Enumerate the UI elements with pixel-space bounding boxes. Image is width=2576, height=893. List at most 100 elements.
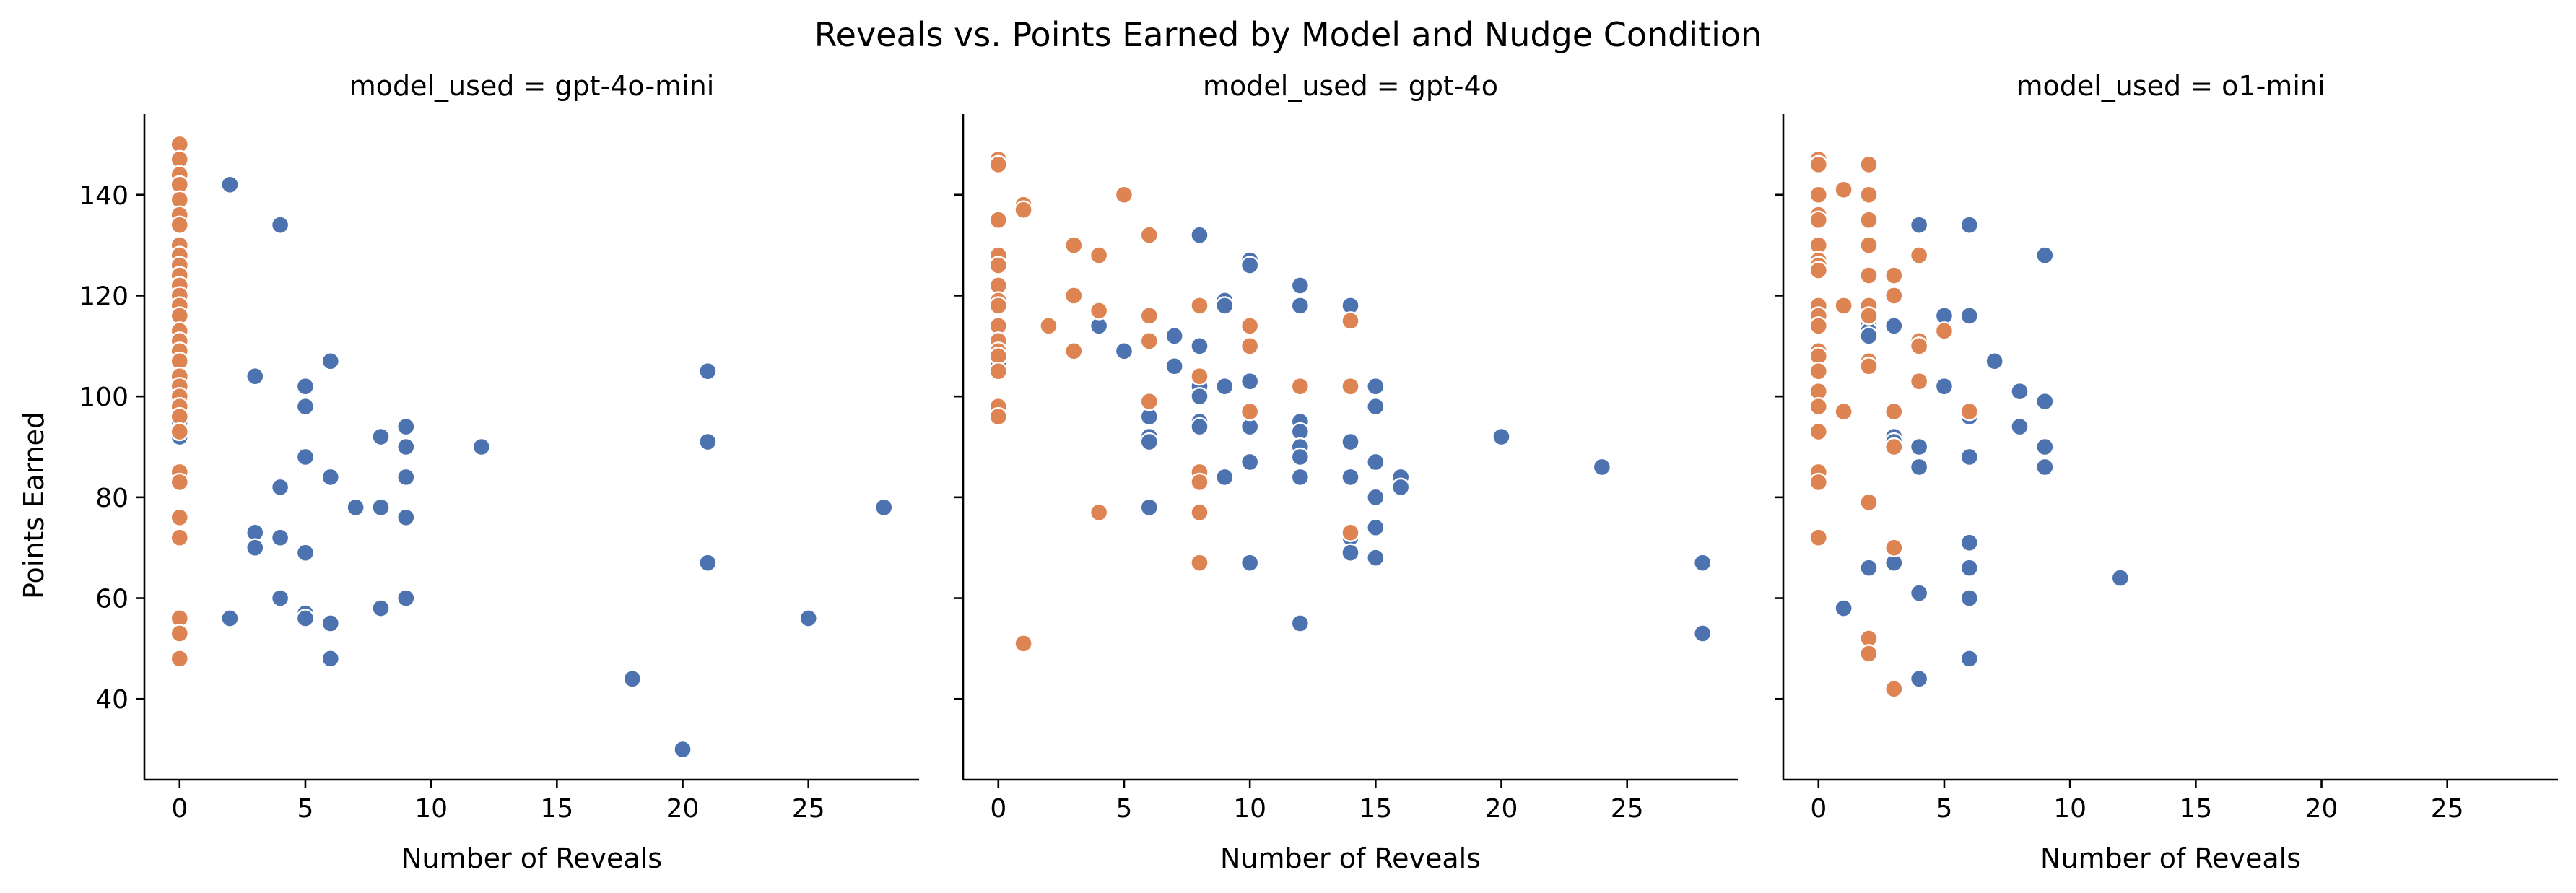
data-point — [1809, 210, 1828, 230]
data-point — [1859, 185, 1879, 204]
x-tick-label: 5 — [297, 794, 314, 824]
data-point — [1959, 401, 1979, 422]
y-tick-label: 120 — [79, 282, 129, 311]
x-tick-label: 20 — [666, 794, 700, 824]
data-point — [1859, 154, 1879, 175]
data-point — [371, 598, 391, 618]
data-point — [1190, 386, 1209, 406]
panel-title: model_used = gpt-4o-mini — [349, 70, 715, 102]
data-point — [1215, 376, 1235, 396]
data-point — [1139, 306, 1159, 326]
data-point — [1215, 296, 1235, 315]
data-point — [1240, 256, 1260, 275]
x-tick-label: 25 — [1611, 794, 1644, 824]
data-point — [1809, 154, 1828, 175]
y-tick-label: 100 — [79, 383, 129, 412]
data-point — [1859, 210, 1879, 230]
data-point — [988, 154, 1008, 175]
data-point — [170, 422, 189, 442]
data-point — [321, 614, 340, 633]
y-tick-label: 60 — [95, 585, 129, 614]
data-point — [1934, 321, 1954, 341]
data-point — [1190, 296, 1209, 315]
data-point — [1215, 467, 1235, 487]
data-point — [1859, 558, 1879, 578]
data-point — [1139, 432, 1159, 452]
data-point — [673, 739, 692, 759]
data-point — [2035, 437, 2055, 457]
data-point — [1190, 472, 1209, 492]
data-point — [1859, 235, 1879, 255]
data-point — [1366, 396, 1385, 417]
data-point — [988, 406, 1008, 427]
x-tick-label: 15 — [540, 794, 573, 824]
data-point — [1139, 225, 1159, 245]
data-point — [471, 437, 492, 457]
x-tick-label: 0 — [1810, 794, 1827, 824]
data-point — [1884, 286, 1904, 305]
data-point — [1341, 467, 1360, 487]
data-point — [1809, 261, 1828, 280]
data-point — [1089, 245, 1109, 265]
data-point — [396, 508, 416, 527]
data-point — [1693, 553, 1713, 572]
data-point — [1859, 492, 1879, 513]
data-point — [1492, 427, 1511, 447]
data-point — [2110, 568, 2131, 588]
data-point — [1884, 316, 1904, 336]
data-point — [270, 528, 290, 547]
data-point — [270, 588, 290, 608]
data-point — [1809, 362, 1828, 381]
data-point — [1366, 376, 1385, 396]
data-point — [1959, 649, 1979, 668]
x-tick-label: 15 — [2179, 794, 2212, 824]
data-point — [1809, 316, 1828, 336]
data-point — [1165, 326, 1184, 346]
data-point — [1909, 245, 1929, 265]
data-point — [1859, 644, 1879, 663]
data-point — [1834, 598, 1853, 618]
data-point — [1959, 588, 1979, 608]
data-point — [1290, 296, 1310, 315]
data-point — [1089, 301, 1109, 321]
x-tick-label: 5 — [1936, 794, 1953, 824]
data-point — [1884, 538, 1904, 557]
data-point — [270, 215, 290, 235]
data-point — [1909, 215, 1929, 235]
data-point — [1959, 306, 1979, 326]
x-tick-label: 10 — [1233, 794, 1266, 824]
data-point — [1240, 452, 1260, 472]
data-point — [170, 624, 189, 643]
data-point — [1366, 518, 1385, 537]
data-point — [295, 609, 316, 628]
data-point — [1909, 371, 1929, 391]
data-point — [988, 210, 1008, 230]
data-point — [1884, 679, 1904, 699]
data-point — [1139, 391, 1159, 411]
x-tick-label: 25 — [2431, 794, 2464, 824]
data-point — [1064, 235, 1084, 255]
data-point — [988, 296, 1008, 315]
data-point — [2010, 381, 2029, 401]
data-point — [1190, 502, 1209, 523]
x-tick-label: 5 — [1116, 794, 1133, 824]
data-point — [1190, 225, 1209, 245]
data-point — [2035, 391, 2055, 411]
data-point — [1809, 422, 1828, 442]
data-point — [1341, 543, 1360, 562]
data-point — [1139, 331, 1159, 351]
data-point — [1834, 401, 1853, 422]
data-point — [1240, 371, 1260, 391]
data-point — [346, 497, 365, 518]
data-point — [170, 508, 189, 527]
data-point — [1859, 357, 1879, 376]
x-tick-label: 0 — [171, 794, 188, 824]
data-point — [1190, 336, 1209, 356]
data-point — [170, 215, 189, 235]
panel-3: model_used = o1-mini 0 5 10 15 20 25 Number of … — [1775, 70, 2558, 874]
data-point — [321, 649, 340, 668]
data-point — [622, 669, 643, 689]
data-point — [1290, 376, 1310, 396]
data-point — [170, 649, 189, 668]
